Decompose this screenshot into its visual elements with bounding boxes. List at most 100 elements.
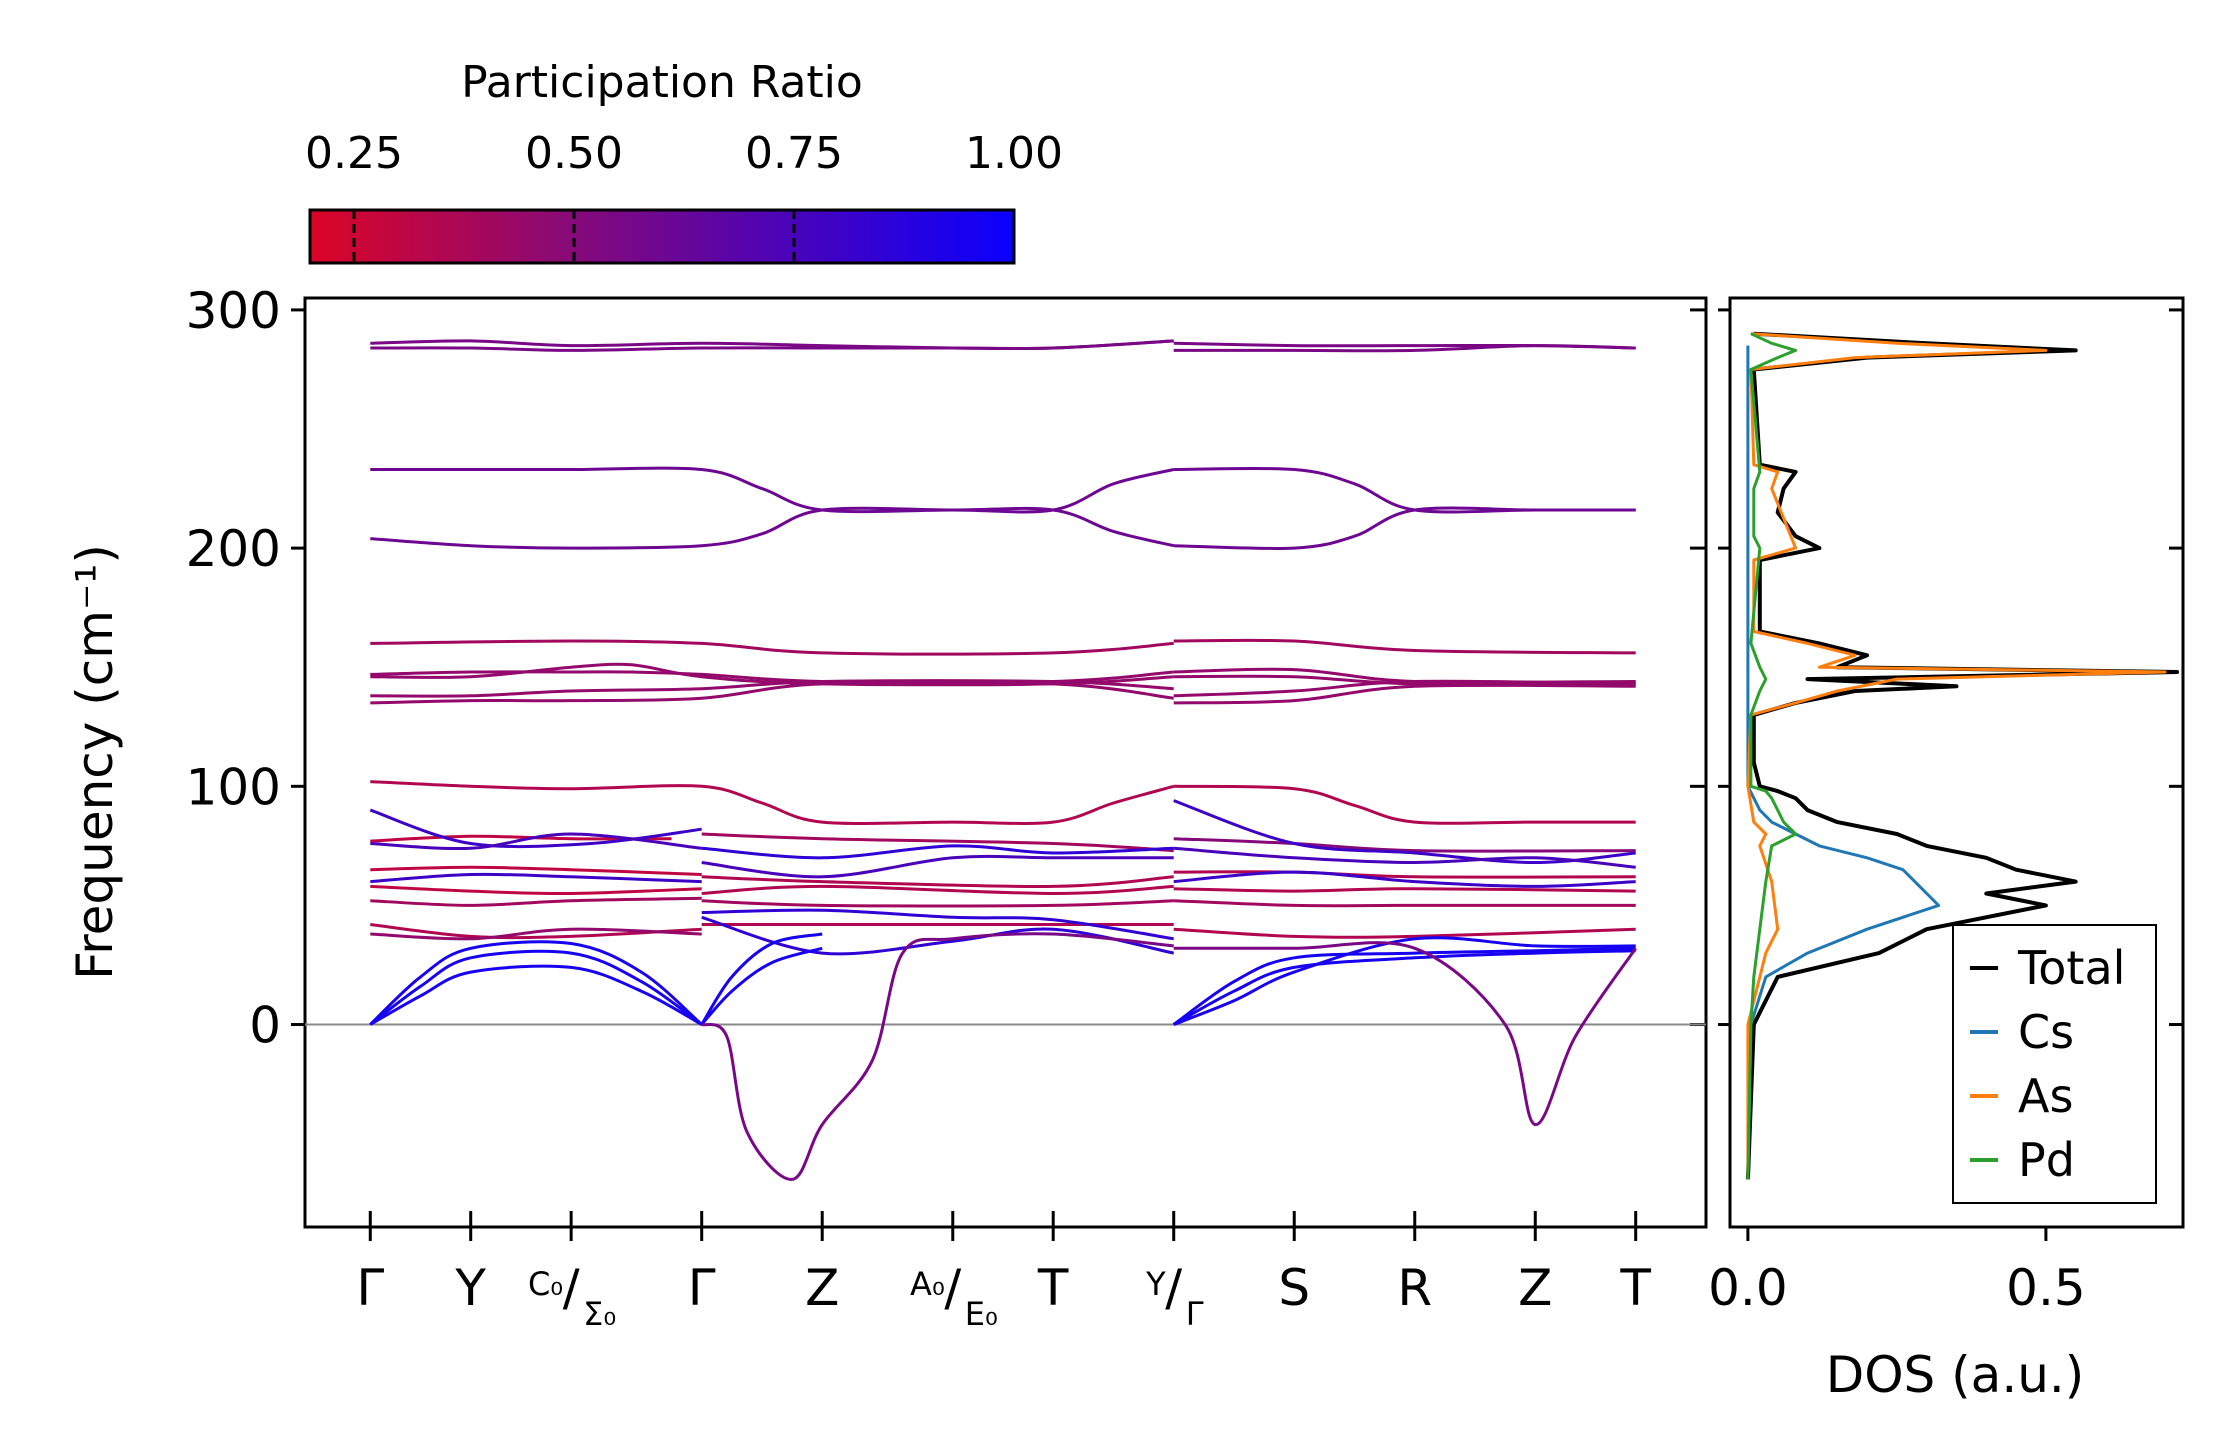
hs-label: T — [1037, 1259, 1069, 1317]
band-line — [1173, 846, 1636, 869]
band-line — [1173, 344, 1636, 353]
frequency-axis-ticks: 0 100 200 300 — [186, 282, 1706, 1055]
band-line — [700, 932, 823, 1026]
hs-label-sub: Γ — [1186, 1295, 1204, 1333]
band-line — [369, 949, 703, 1026]
colorbar-gradient — [308, 208, 1016, 265]
y-tick-label: 300 — [186, 282, 281, 340]
colorbar-tick-label: 0.75 — [745, 128, 843, 179]
band-line — [701, 875, 1174, 888]
high-symmetry-ticks: Γ Y C₀ / Σ₀ Γ Z A₀ / E₀ T Y / Γ S R Z T — [356, 1211, 1651, 1333]
band-line — [701, 884, 1174, 895]
legend-label: Total — [2017, 941, 2125, 995]
dos-plot-frame — [1728, 296, 2185, 1229]
hs-label: Z — [805, 1259, 839, 1317]
colorbar-title: Participation Ratio — [461, 57, 863, 108]
colorbar-tick-label: 1.00 — [965, 128, 1063, 179]
band-line — [1173, 506, 1636, 551]
legend-label: As — [2018, 1069, 2073, 1123]
band-line — [370, 927, 702, 941]
band-line — [370, 872, 702, 884]
band-line — [370, 466, 1175, 514]
hs-label-sup: C₀ — [528, 1265, 563, 1303]
band-line — [1173, 784, 1636, 825]
y-tick-label: 0 — [249, 997, 281, 1055]
band-line — [1173, 887, 1636, 893]
band-line — [369, 940, 703, 1026]
band-line — [1173, 899, 1636, 908]
dos-x-tick-label: 0.0 — [1708, 1259, 1788, 1317]
hs-label-sup: A₀ — [910, 1265, 945, 1303]
dos-line-pd — [1746, 332, 1798, 1180]
dos-legend: Total Cs As Pd — [1952, 924, 2157, 1204]
band-line — [701, 915, 1174, 956]
band-line — [701, 844, 1174, 860]
hs-label: T — [1619, 1259, 1651, 1317]
dos-axis-ticks: 0.0 0.5 — [1708, 1227, 2086, 1317]
hs-label: Γ — [688, 1259, 716, 1317]
band-lines — [369, 339, 1637, 1181]
band-line — [370, 506, 1175, 550]
y-tick-label: 200 — [186, 520, 281, 578]
legend-label: Pd — [2018, 1133, 2075, 1187]
hs-label-compound: Y / Γ — [1145, 1259, 1204, 1333]
band-line — [1173, 837, 1636, 853]
band-line — [369, 808, 702, 849]
dos-line-cs — [1746, 345, 1941, 1180]
band-line — [1173, 638, 1636, 655]
hs-label-slash: / — [563, 1259, 580, 1317]
hs-label-sub: E₀ — [965, 1295, 998, 1333]
hs-label-compound: A₀ / E₀ — [910, 1259, 998, 1333]
hs-label-sup: Y — [1145, 1265, 1166, 1303]
band-line — [701, 832, 1174, 853]
band-line — [701, 932, 1174, 1181]
band-line — [369, 964, 703, 1026]
band-line — [1172, 949, 1636, 1026]
colorbar: Participation Ratio 0.25 0.50 0.75 1.00 — [305, 57, 1063, 265]
legend-label: Cs — [2018, 1005, 2074, 1059]
band-line — [1173, 941, 1637, 1127]
band-line — [700, 946, 823, 1026]
band-line — [370, 680, 1174, 705]
legend-box — [1952, 924, 2157, 1204]
band-line — [1173, 927, 1636, 939]
band-line — [370, 865, 702, 876]
colorbar-tick-label: 0.25 — [305, 128, 403, 179]
band-line — [370, 679, 1174, 698]
y-tick-label: 100 — [186, 758, 281, 816]
colorbar-ticks: 0.25 0.50 0.75 1.00 — [305, 128, 1063, 263]
hs-label-compound: C₀ / Σ₀ — [528, 1259, 616, 1333]
dos-frequency-ticks — [1718, 308, 2183, 1027]
hs-label: Z — [1518, 1259, 1552, 1317]
dos-x-tick-label: 0.5 — [2006, 1259, 2086, 1317]
band-line — [1173, 679, 1636, 698]
band-line — [370, 639, 1174, 656]
band-line — [1173, 799, 1636, 864]
dos-lines — [1745, 331, 2179, 1180]
band-line — [1173, 936, 1636, 1026]
band-line — [370, 339, 1174, 352]
dos-line-as — [1746, 332, 2167, 1180]
hs-label: Y — [454, 1259, 486, 1317]
dos-panel: 0.0 0.5 DOS (a.u.) Total Cs As Pd — [1708, 296, 2185, 1404]
band-line — [370, 832, 702, 851]
band-line — [1173, 466, 1636, 514]
band-line — [1173, 683, 1636, 705]
band-line — [701, 899, 1174, 908]
hs-label: S — [1278, 1259, 1310, 1317]
band-line — [370, 780, 1175, 825]
hs-label-sub: Σ₀ — [583, 1295, 616, 1333]
band-line — [1173, 870, 1636, 879]
hs-label: Γ — [356, 1259, 384, 1317]
dos-line-total — [1745, 331, 2179, 1180]
band-line — [1172, 946, 1636, 1026]
colorbar-tick-label: 0.50 — [525, 128, 623, 179]
band-line — [370, 896, 702, 907]
band-line — [701, 908, 1174, 941]
hs-label-slash: / — [1165, 1259, 1182, 1317]
band-line — [701, 854, 1174, 879]
band-plot-frame — [303, 296, 1708, 1229]
hs-label: R — [1397, 1259, 1432, 1317]
band-line — [1173, 870, 1636, 888]
